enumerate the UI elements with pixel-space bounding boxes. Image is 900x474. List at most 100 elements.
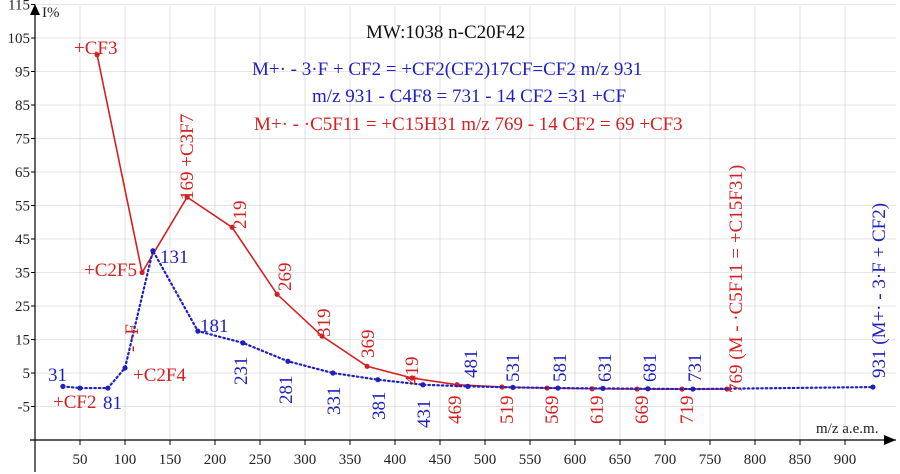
- x-axis-label: m/z a.e.m.: [816, 421, 878, 437]
- annotation-label: - ·F: [122, 324, 143, 352]
- annotation-label: 481: [461, 350, 482, 379]
- x-tick-label: 900: [834, 452, 857, 468]
- y-tick-label: 95: [15, 65, 30, 81]
- x-axis-arrow: [884, 435, 896, 445]
- annotation-label: 131: [160, 247, 189, 268]
- annotation-label: 769 (M - ·C5F11 = +C15F31): [726, 165, 747, 393]
- annotation-label: 469: [445, 396, 466, 425]
- y-tick-label: 115: [8, 0, 30, 14]
- series-2-point: [375, 377, 381, 383]
- series-2-point: [330, 370, 336, 376]
- series-1-point: [274, 291, 280, 297]
- chart-title: MW:1038 n-C20F42: [366, 22, 525, 43]
- series-2-point: [690, 386, 696, 392]
- series-2-point: [285, 358, 291, 364]
- annotation-label: 669: [632, 396, 653, 425]
- series-2-point: [465, 383, 471, 389]
- y-tick-label: 45: [15, 232, 30, 248]
- series-1-point: [364, 363, 370, 369]
- series-2-point: [77, 385, 83, 391]
- x-tick-label: 800: [744, 452, 767, 468]
- annotation-label: 381: [369, 392, 390, 421]
- annotation-label: 431: [414, 400, 435, 429]
- x-tick-label: 150: [159, 452, 182, 468]
- x-tick-label: 300: [294, 452, 317, 468]
- annotation-label: +C2F4: [133, 365, 186, 386]
- x-tick-label: 600: [564, 452, 587, 468]
- x-tick-label: 550: [519, 452, 542, 468]
- annotation-label: 219: [230, 201, 251, 230]
- equation-3: M+· - ·C5F11 = +C15H31 m/z 769 - 14 CF2 …: [254, 114, 683, 135]
- annotation-label: +CF3: [74, 38, 117, 59]
- y-tick-label: 25: [15, 299, 30, 315]
- x-tick-label: 650: [609, 452, 632, 468]
- x-tick-label: 400: [384, 452, 407, 468]
- x-tick-label: 450: [429, 452, 452, 468]
- series-2-point: [60, 383, 66, 389]
- annotation-label: +CF2: [53, 392, 96, 413]
- series-1-point: [139, 269, 145, 276]
- annotation-label: 31: [48, 365, 67, 386]
- x-tick-label: 100: [114, 452, 137, 468]
- annotation-label: 631: [595, 354, 616, 383]
- annotation-label: 319: [314, 309, 335, 338]
- series-line-2: [61, 247, 875, 391]
- annotation-label: 519: [497, 396, 518, 425]
- annotation-label: 719: [677, 396, 698, 425]
- annotation-label: 931 (M+· - 3·F + CF2): [869, 203, 890, 378]
- series-2-point: [150, 248, 156, 254]
- annotation-label: 681: [640, 354, 661, 383]
- y-tick-label: 105: [8, 31, 31, 47]
- series-1-point: [184, 194, 190, 200]
- annotation-label: 81: [103, 393, 122, 414]
- series-2-point: [870, 384, 876, 390]
- x-tick-label: 850: [789, 452, 812, 468]
- annotation-label: 569: [542, 396, 563, 425]
- y-tick-label: -5: [18, 400, 31, 416]
- series-2-point: [122, 365, 128, 371]
- x-tick-label: 750: [699, 452, 722, 468]
- annotation-label: 731: [685, 354, 706, 383]
- series-2-point: [195, 328, 201, 334]
- annotations: +CF3 +C2F5 169 +C3F7 +C2F4 +CF2 - ·F 31 81 131 18…: [48, 38, 890, 428]
- x-tick-label: 350: [339, 452, 362, 468]
- equation-1: M+· - 3·F + CF2 = +CF2(CF2)17CF=CF2 m/z …: [252, 59, 642, 80]
- series-1-point: [94, 52, 100, 58]
- equation-2: m/z 931 - C4F8 = 731 - 14 CF2 =31 +CF: [312, 86, 626, 107]
- annotation-label: 281: [276, 376, 297, 405]
- annotation-label: 269: [275, 263, 296, 292]
- annotation-label: 619: [587, 396, 608, 425]
- x-tick-label: 250: [249, 452, 272, 468]
- x-tick-label: 50: [73, 452, 88, 468]
- y-tick-label: 75: [15, 132, 30, 148]
- y-tick-label: 65: [15, 165, 30, 181]
- series-2-point: [510, 384, 516, 391]
- series-2-point: [420, 382, 426, 388]
- equations: M+· - 3·F + CF2 = +CF2(CF2)17CF=CF2 m/z …: [252, 59, 683, 135]
- y-tick-label: 85: [15, 98, 30, 114]
- annotation-label: 331: [324, 387, 345, 416]
- annotation-label: 531: [503, 354, 524, 383]
- y-tick-label: 55: [15, 199, 30, 215]
- annotation-label: 181: [200, 316, 229, 337]
- x-tick-label: 200: [204, 452, 227, 468]
- series-2-point: [555, 385, 561, 391]
- series: [60, 52, 876, 392]
- series-1-point: [319, 333, 325, 339]
- series-1-point: [229, 224, 235, 230]
- y-tick-label: 35: [15, 266, 30, 282]
- grid: [35, 4, 896, 440]
- y-axis-label: I%: [42, 5, 60, 21]
- series-1-point: [409, 375, 415, 381]
- annotation-label: 419: [402, 357, 423, 386]
- x-tick-label: 700: [654, 452, 677, 468]
- y-axis-arrow: [30, 4, 40, 15]
- annotation-label: 369: [358, 330, 379, 359]
- annotation-label: +C2F5: [84, 260, 137, 281]
- tick-labels: 50 100 150 200 250 300 350 400 450 500 550 600 650 70…: [8, 0, 857, 468]
- series-2-point: [240, 340, 246, 346]
- series-2-point: [600, 385, 606, 392]
- annotation-label: 581: [550, 354, 571, 383]
- y-tick-label: 5: [23, 366, 31, 382]
